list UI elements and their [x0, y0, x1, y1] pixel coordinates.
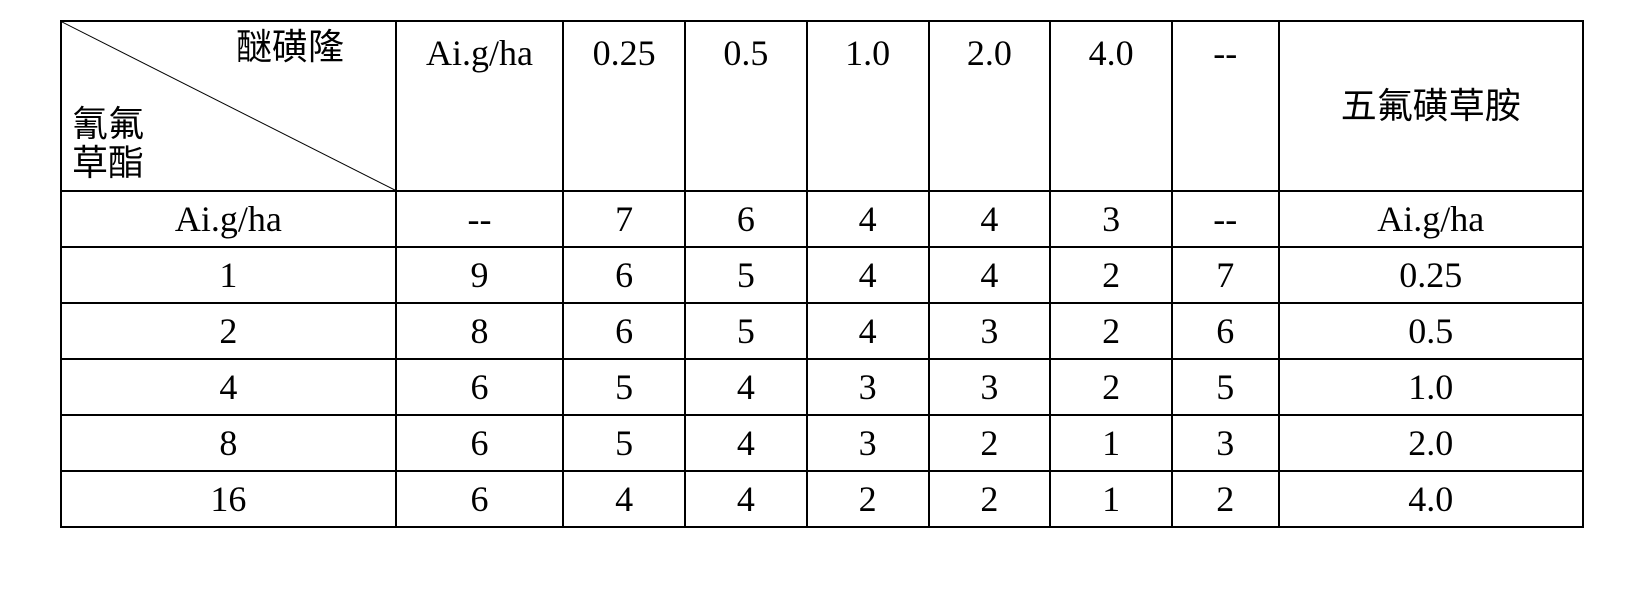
cell: 6: [685, 191, 807, 247]
table-row: 8 6 5 4 3 2 1 3 2.0: [61, 415, 1583, 471]
cell: 1: [1050, 415, 1172, 471]
cell: 1: [1050, 471, 1172, 527]
cell: 5: [563, 415, 685, 471]
cell: 6: [563, 303, 685, 359]
cell: 6: [396, 471, 563, 527]
cell: 7: [1172, 247, 1279, 303]
col-header: --: [1172, 21, 1279, 191]
cell: 5: [563, 359, 685, 415]
cell: 3: [929, 303, 1051, 359]
cell: 7: [563, 191, 685, 247]
cell: 2: [1172, 471, 1279, 527]
table-row: 16 6 4 4 2 2 1 2 4.0: [61, 471, 1583, 527]
cell: 1.0: [1279, 359, 1583, 415]
table-row: 2 8 6 5 4 3 2 6 0.5: [61, 303, 1583, 359]
cell: 16: [61, 471, 396, 527]
cell: --: [396, 191, 563, 247]
diagonal-bottom-label: 氰氟草酯: [72, 105, 144, 184]
cell: 2: [1050, 359, 1172, 415]
table-row: 4 6 5 4 3 3 2 5 1.0: [61, 359, 1583, 415]
cell: 4: [685, 415, 807, 471]
table-body: Ai.g/ha -- 7 6 4 4 3 -- Ai.g/ha 1 9 6 5 …: [61, 191, 1583, 527]
cell: 2: [61, 303, 396, 359]
cell: 8: [61, 415, 396, 471]
cell: 4: [929, 247, 1051, 303]
col-header: 1.0: [807, 21, 929, 191]
cell: 2: [929, 415, 1051, 471]
cell: 2: [1050, 247, 1172, 303]
diagonal-header-cell: 醚磺隆 氰氟草酯: [61, 21, 396, 191]
cell: 3: [1050, 191, 1172, 247]
cell: 6: [1172, 303, 1279, 359]
col-header: 0.25: [563, 21, 685, 191]
cell: 5: [685, 247, 807, 303]
cell: 2: [929, 471, 1051, 527]
cell: 2.0: [1279, 415, 1583, 471]
header-row: 醚磺隆 氰氟草酯 Ai.g/ha 0.25 0.5 1.0 2.0 4.0 --…: [61, 21, 1583, 191]
cell: 0.5: [1279, 303, 1583, 359]
cell: 4: [807, 247, 929, 303]
cell: 2: [807, 471, 929, 527]
table-row: 1 9 6 5 4 4 2 7 0.25: [61, 247, 1583, 303]
col-header: Ai.g/ha: [396, 21, 563, 191]
cell: 4: [563, 471, 685, 527]
cell: 4: [807, 191, 929, 247]
cell: 6: [563, 247, 685, 303]
cell: 3: [807, 415, 929, 471]
cell: 4.0: [1279, 471, 1583, 527]
cell: 9: [396, 247, 563, 303]
cell: Ai.g/ha: [61, 191, 396, 247]
cell: --: [1172, 191, 1279, 247]
cell: 5: [1172, 359, 1279, 415]
col-header: 0.5: [685, 21, 807, 191]
diagonal-top-label: 醚磺隆: [195, 28, 385, 68]
cell: 8: [396, 303, 563, 359]
cell: 2: [1050, 303, 1172, 359]
cell: Ai.g/ha: [1279, 191, 1583, 247]
col-header: 4.0: [1050, 21, 1172, 191]
data-table: 醚磺隆 氰氟草酯 Ai.g/ha 0.25 0.5 1.0 2.0 4.0 --…: [60, 20, 1584, 528]
cell: 4: [929, 191, 1051, 247]
cell: 4: [61, 359, 396, 415]
cell: 4: [685, 359, 807, 415]
cell: 1: [61, 247, 396, 303]
col-header-right: 五氟磺草胺: [1279, 21, 1583, 191]
cell: 3: [807, 359, 929, 415]
cell: 3: [1172, 415, 1279, 471]
cell: 5: [685, 303, 807, 359]
cell: 6: [396, 415, 563, 471]
cell: 6: [396, 359, 563, 415]
cell: 0.25: [1279, 247, 1583, 303]
table-row: Ai.g/ha -- 7 6 4 4 3 -- Ai.g/ha: [61, 191, 1583, 247]
cell: 4: [807, 303, 929, 359]
cell: 4: [685, 471, 807, 527]
cell: 3: [929, 359, 1051, 415]
col-header: 2.0: [929, 21, 1051, 191]
